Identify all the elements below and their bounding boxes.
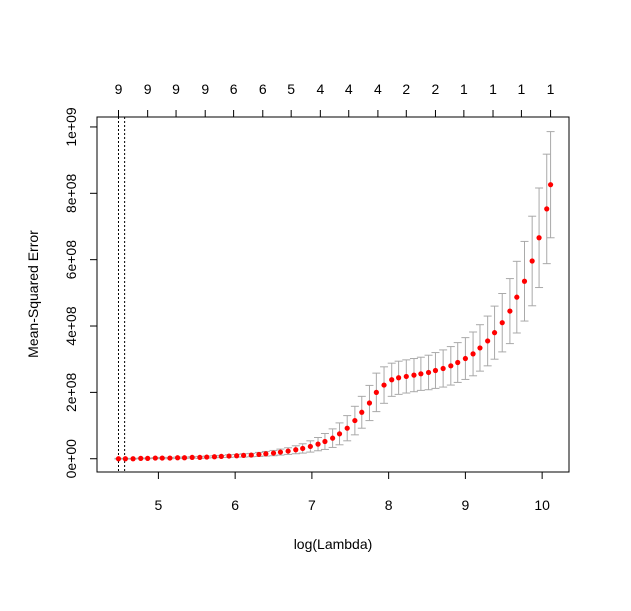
data-point [248,452,254,458]
top-tick-label: 4 [345,81,353,97]
data-point [240,452,247,459]
data-point [315,441,321,447]
top-tick-label: 1 [547,81,555,97]
data-point [403,373,409,380]
x-tick-label: 7 [308,497,316,513]
data-point [359,409,365,415]
data-point [277,449,284,455]
top-tick-label: 6 [230,81,238,97]
y-axis: 0e+00 2e+08 4e+08 6e+08 8e+08 1e+09 [63,107,98,479]
x-tick-label: 8 [385,497,393,513]
top-tick-label: 2 [432,81,440,97]
data-point [138,455,144,461]
data-point [411,372,417,378]
data-point [256,451,262,458]
data-point [381,382,387,388]
plot-frame [96,116,570,473]
data-point [181,455,188,461]
x-axis-title: log(Lambda) [294,536,373,552]
top-tick-label: 4 [316,81,324,97]
data-point [270,450,277,456]
data-point [152,455,158,461]
x-tick-label: 9 [461,497,469,513]
top-tick-label: 1 [489,81,497,97]
data-point [485,338,491,344]
data-point [307,443,313,450]
top-tick-label: 1 [518,81,526,97]
data-point [470,351,476,357]
top-tick-label: 4 [374,81,382,97]
data-point [197,454,203,461]
y-tick-label: 8e+08 [63,173,79,213]
data-point [477,345,483,351]
data-point [300,445,306,452]
top-tick-label: 5 [287,81,295,97]
x-tick-label: 5 [154,497,162,513]
data-point [462,355,468,362]
data-point [234,453,240,459]
data-point [514,294,520,300]
data-point [418,371,424,377]
data-point [167,455,173,461]
top-tick-label: 9 [172,81,180,97]
x-tick-label: 6 [231,497,239,513]
data-point [226,453,232,459]
top-tick-label: 9 [144,81,152,97]
data-point [336,431,343,437]
data-point [547,182,554,188]
data-point [159,455,165,461]
data-point [396,375,402,381]
x-axis: 5 6 7 8 9 10 [154,471,550,513]
data-point [115,456,122,462]
data-point [174,455,181,461]
y-tick-label: 6e+08 [63,240,79,280]
x-tick-label: 10 [534,497,550,513]
data-point [344,425,350,431]
data-point [448,363,454,369]
top-tick-label: 9 [201,81,209,97]
data-point [122,456,128,462]
data-point [389,377,395,383]
y-tick-label: 0e+00 [63,439,79,479]
data-point [366,400,373,406]
data-point [425,369,432,376]
data-point [491,330,498,336]
y-axis-title: Mean-Squared Error [25,230,41,358]
top-tick-label: 1 [460,81,468,97]
data-point [536,235,542,241]
data-point [373,389,379,395]
data-point [263,451,269,457]
data-point [204,454,210,460]
data-point [432,367,439,374]
data-point [352,417,358,424]
data-point [330,435,336,441]
data-points [115,182,554,462]
data-point [285,448,291,454]
data-point [440,365,446,372]
data-point [211,454,218,460]
error-bars [114,131,555,460]
top-axis-nonzero-counts: 9 9 9 9 6 6 5 4 4 4 2 2 1 1 1 1 [115,81,555,117]
data-point [455,359,461,366]
top-tick-label: 6 [259,81,267,97]
data-point [130,456,136,462]
data-point [529,258,535,264]
data-point [322,438,328,445]
top-tick-label: 9 [115,81,123,97]
top-tick-label: 2 [402,81,410,97]
data-point [293,447,299,453]
data-point [507,308,513,314]
y-tick-label: 4e+08 [63,306,79,346]
lambda-reference-lines [117,117,126,472]
y-tick-label: 2e+08 [63,373,79,413]
data-point [189,454,195,461]
data-point [544,206,550,212]
data-point [521,278,528,284]
data-point [218,453,224,460]
y-tick-label: 1e+09 [63,107,79,147]
data-point [145,455,151,461]
data-point [499,320,505,326]
